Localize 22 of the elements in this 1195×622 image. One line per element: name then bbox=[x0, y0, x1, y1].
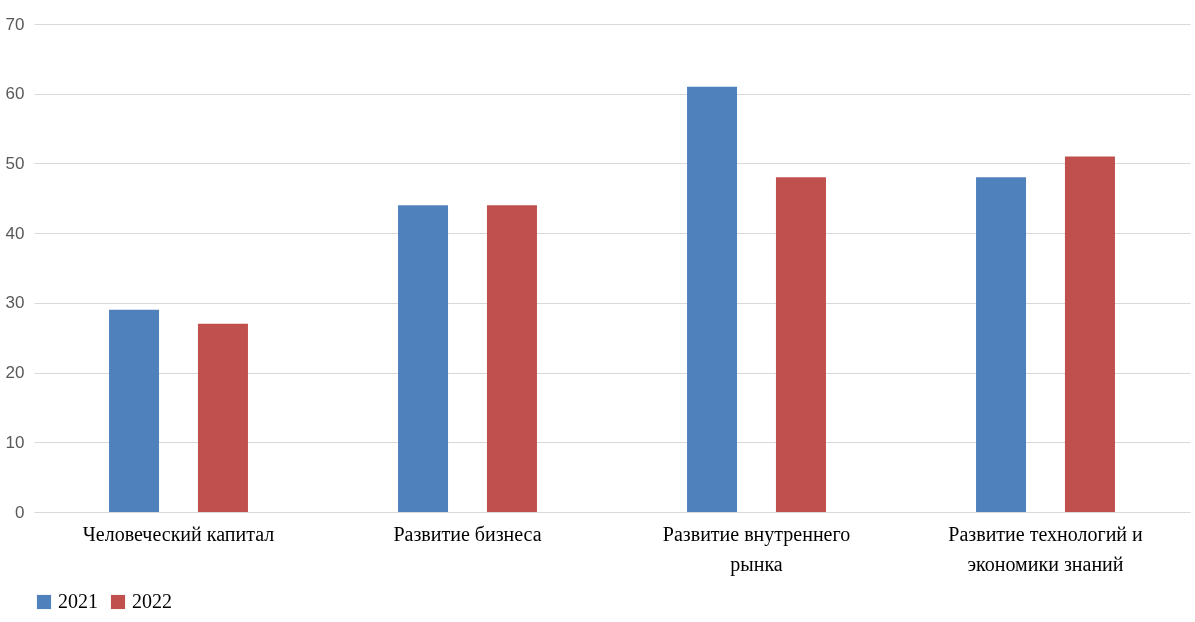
y-tick-label: 70 bbox=[5, 14, 25, 34]
bar bbox=[486, 205, 537, 512]
legend-label: 2021 bbox=[58, 590, 98, 612]
y-tick-label: 50 bbox=[5, 153, 25, 173]
y-tick-label: 40 bbox=[5, 223, 25, 243]
bar bbox=[398, 205, 449, 512]
y-tick-label: 10 bbox=[5, 432, 25, 452]
y-tick-label: 30 bbox=[5, 293, 25, 313]
bar bbox=[976, 177, 1027, 512]
x-tick-label: Развитие бизнеса bbox=[393, 522, 542, 545]
bar bbox=[197, 323, 248, 512]
x-tick-label: Развитие технологий и экономики знаний bbox=[948, 522, 1144, 575]
y-tick-label: 60 bbox=[5, 84, 25, 104]
x-tick-label: Человеческий капитал bbox=[82, 522, 275, 545]
legend-label: 2022 bbox=[132, 590, 172, 612]
bar bbox=[775, 177, 826, 512]
bar bbox=[109, 309, 160, 512]
y-tick-label: 20 bbox=[5, 363, 25, 383]
x-tick-label: Развитие внутреннего рынка bbox=[662, 522, 851, 576]
bar bbox=[687, 86, 738, 512]
bar bbox=[1064, 156, 1115, 512]
y-tick-label: 0 bbox=[15, 502, 25, 522]
